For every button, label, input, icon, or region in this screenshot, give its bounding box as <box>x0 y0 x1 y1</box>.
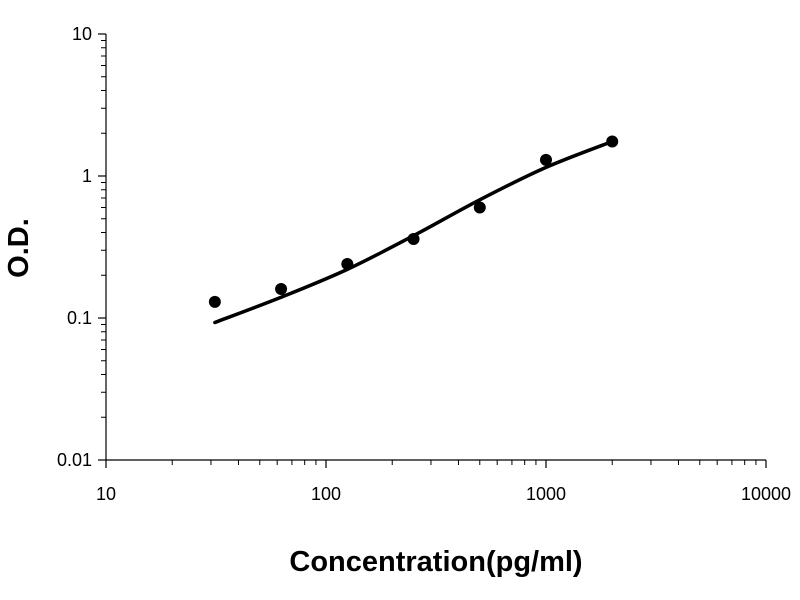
data-point <box>341 258 354 271</box>
tick-labels: 10 100 1000 10000 0.01 0.1 1 10 <box>57 24 791 504</box>
x-tick-label: 100 <box>311 484 341 504</box>
axes <box>105 34 766 461</box>
x-tick-label: 10000 <box>741 484 791 504</box>
x-axis-title: Concentration(pg/ml) <box>289 546 582 578</box>
data-point <box>275 283 288 296</box>
y-tick-label: 0.1 <box>67 308 92 328</box>
y-tick-label: 0.01 <box>57 450 92 470</box>
data-point <box>473 201 486 214</box>
data-points <box>208 135 619 308</box>
data-point <box>606 135 619 148</box>
fit-curve <box>213 139 614 325</box>
x-tick-label: 10 <box>96 484 116 504</box>
y-axis-title: O.D. <box>3 218 35 278</box>
data-point <box>208 295 221 308</box>
x-tick-label: 1000 <box>526 484 566 504</box>
data-point <box>540 153 552 166</box>
y-tick-label: 10 <box>72 24 92 44</box>
data-point <box>407 233 420 246</box>
y-tick-label: 1 <box>82 166 92 186</box>
ticks <box>98 33 767 468</box>
